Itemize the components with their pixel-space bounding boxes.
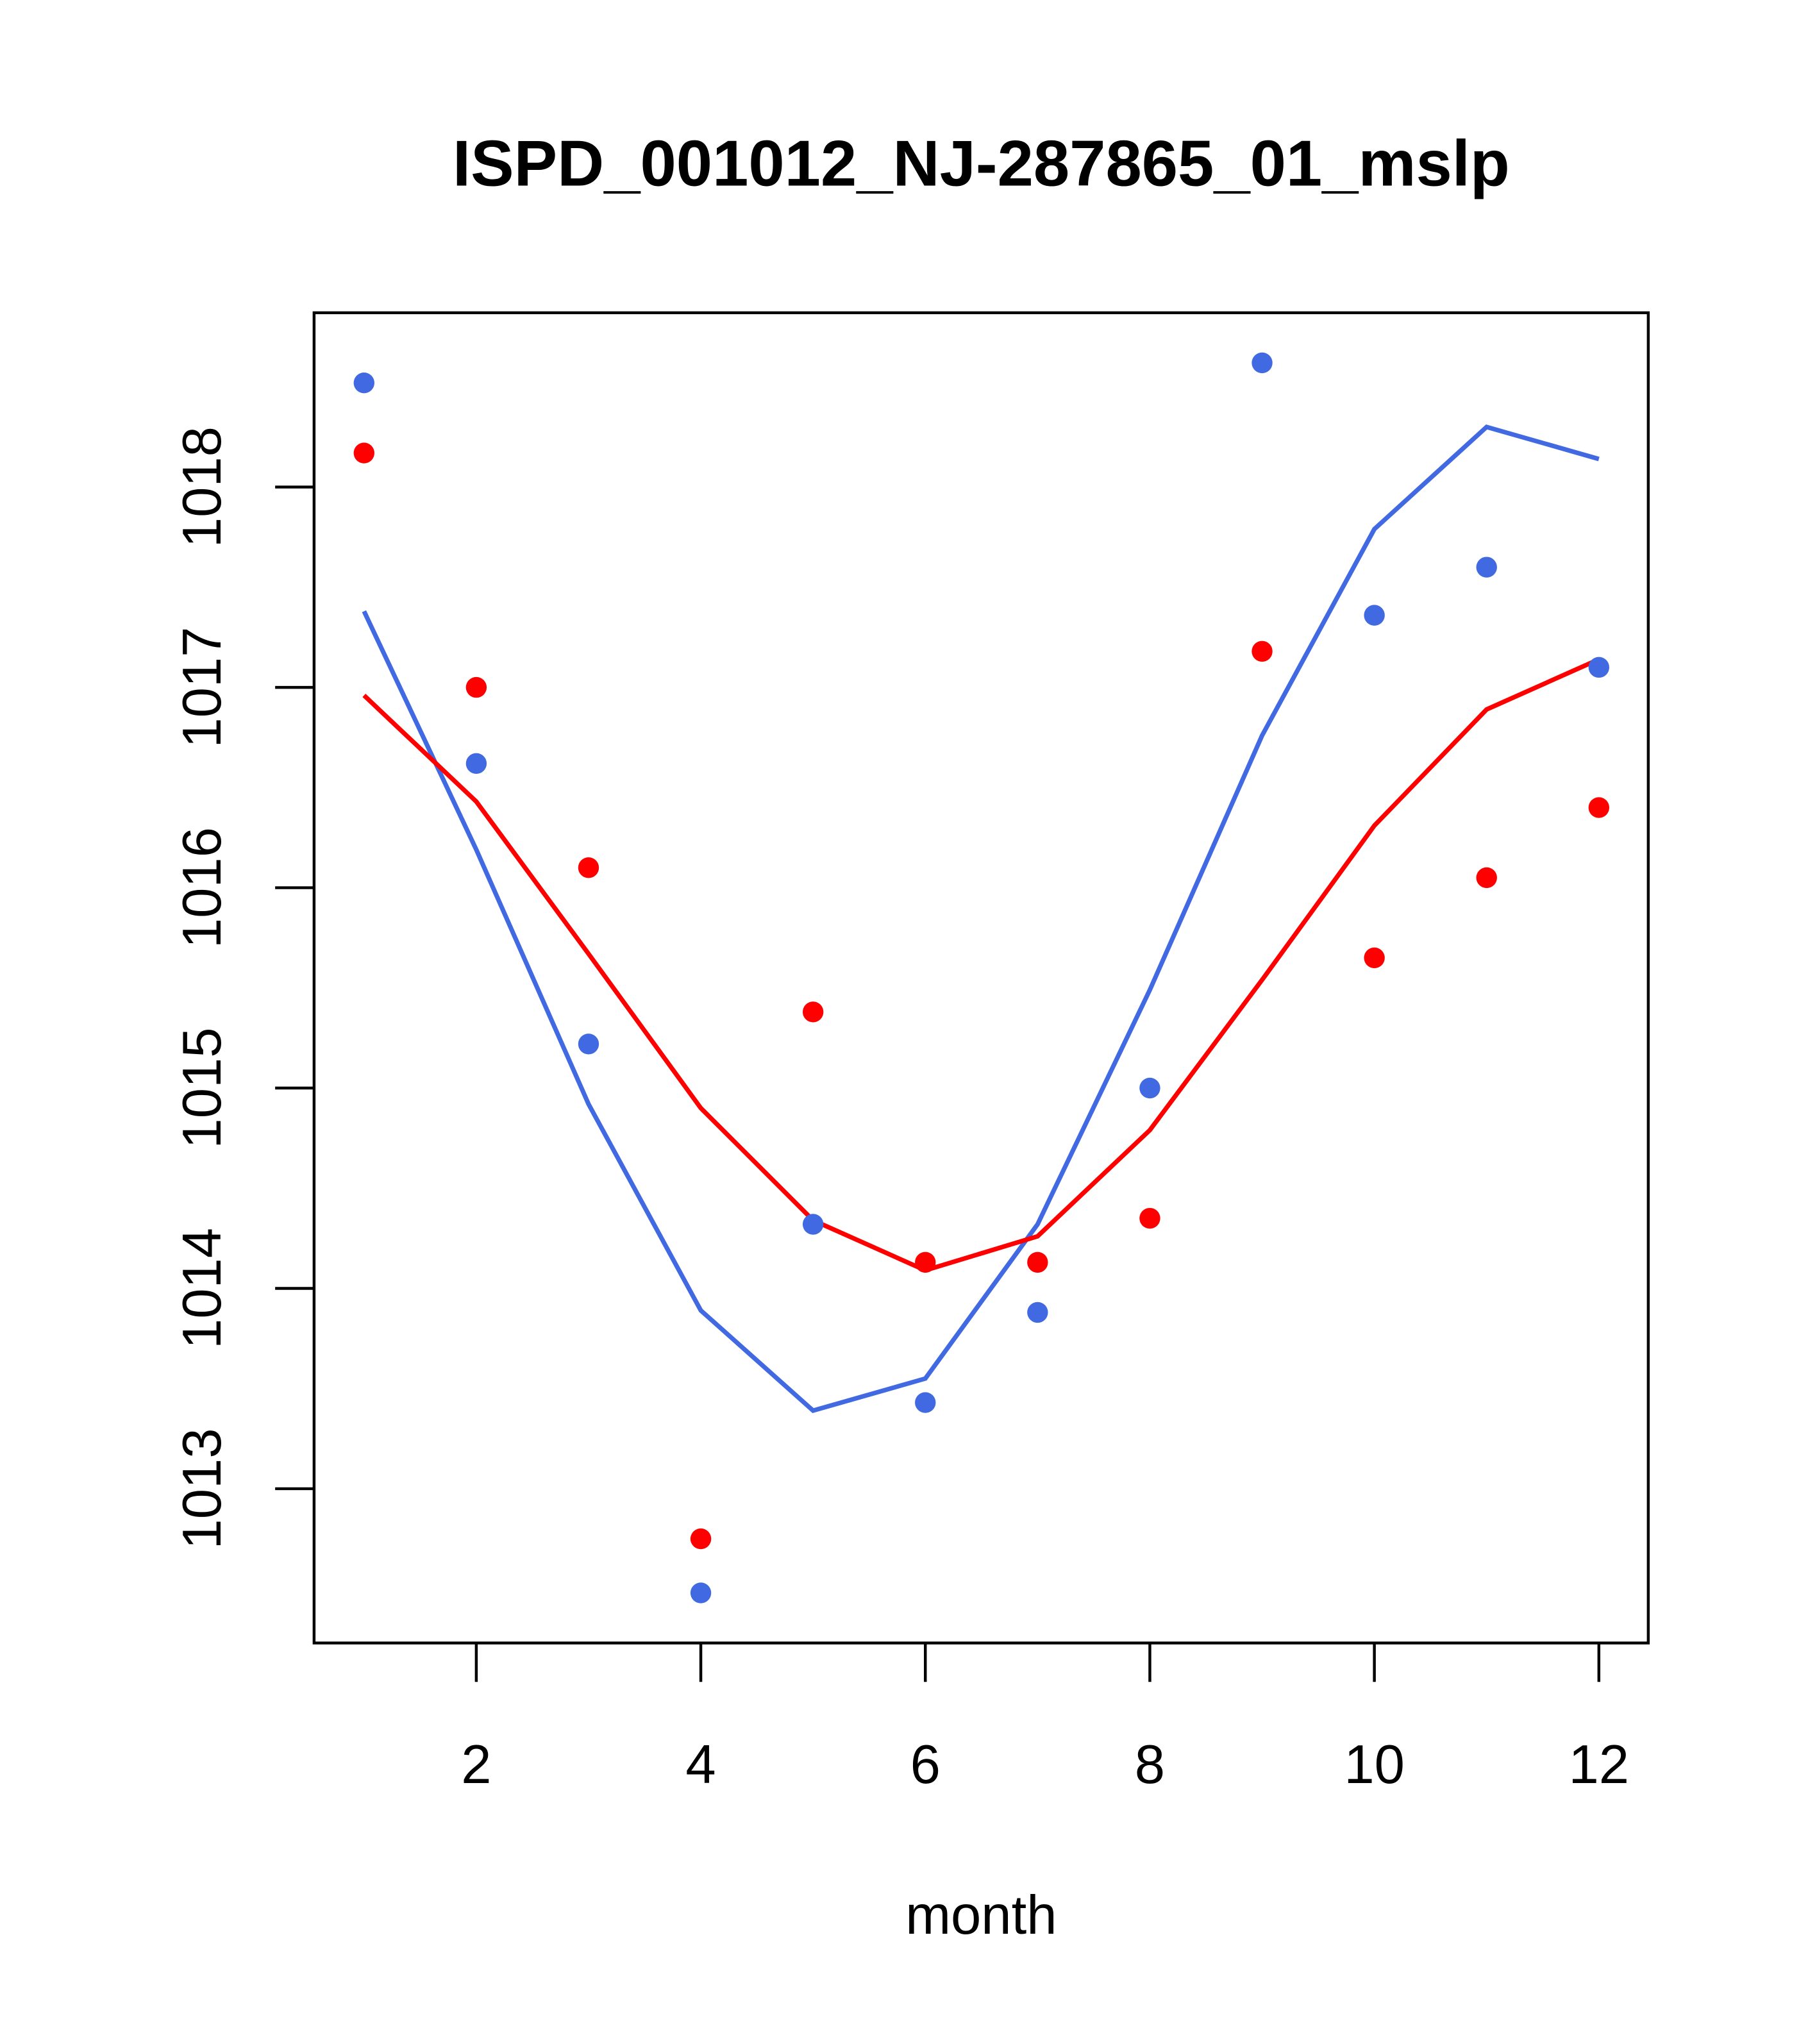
y-tick-label: 1018 bbox=[172, 426, 233, 548]
data-point-blue-points bbox=[1364, 605, 1385, 626]
data-point-blue-points bbox=[802, 1214, 824, 1235]
series-line-red-line bbox=[362, 657, 1600, 1273]
data-point-red-points bbox=[465, 676, 487, 698]
y-axis: 1013 1014 1015 1016 1017 1018 bbox=[172, 426, 314, 1549]
data-point-red-points bbox=[1027, 1252, 1048, 1273]
data-point-red-points bbox=[915, 1252, 936, 1273]
data-point-red-points bbox=[1588, 797, 1609, 818]
chart-title: ISPD_001012_NJ-287865_01_mslp bbox=[453, 127, 1510, 199]
y-tick-label: 1015 bbox=[172, 1027, 233, 1148]
data-point-red-points bbox=[1139, 1207, 1160, 1229]
data-point-red-points bbox=[690, 1528, 712, 1550]
data-point-blue-points bbox=[1139, 1077, 1160, 1099]
x-axis: 2 4 6 8 10 12 bbox=[461, 1643, 1630, 1795]
data-point-blue-points bbox=[1027, 1302, 1048, 1323]
data-point-blue-points bbox=[353, 372, 374, 394]
data-point-blue-points bbox=[1588, 657, 1609, 678]
data-point-blue-points bbox=[1252, 352, 1273, 374]
data-point-red-points bbox=[353, 442, 374, 464]
data-point-blue-points bbox=[465, 753, 487, 775]
data-point-red-points bbox=[802, 1001, 824, 1023]
x-tick-label: 12 bbox=[1569, 1734, 1630, 1795]
x-tick-label: 6 bbox=[910, 1734, 941, 1795]
data-point-red-points bbox=[1476, 867, 1497, 889]
data-point-blue-points bbox=[578, 1034, 599, 1055]
x-tick-label: 2 bbox=[461, 1734, 491, 1795]
y-tick-label: 1013 bbox=[172, 1428, 233, 1549]
series-line-blue-line bbox=[362, 424, 1600, 1414]
data-point-blue-points bbox=[1476, 557, 1497, 578]
x-tick-label: 4 bbox=[685, 1734, 716, 1795]
x-tick-label: 8 bbox=[1135, 1734, 1165, 1795]
data-point-blue-points bbox=[915, 1392, 936, 1413]
x-tick-label: 10 bbox=[1344, 1734, 1405, 1795]
data-point-blue-points bbox=[690, 1582, 712, 1604]
data-point-red-points bbox=[578, 857, 599, 878]
data-point-red-points bbox=[1364, 947, 1385, 969]
plot-frame bbox=[312, 311, 1650, 1645]
y-tick-label: 1016 bbox=[172, 827, 233, 948]
data-point-red-points bbox=[1252, 641, 1273, 662]
y-tick-label: 1017 bbox=[172, 627, 233, 748]
x-axis-label: month bbox=[905, 1885, 1057, 1946]
plot-marks bbox=[353, 352, 1609, 1604]
y-tick-label: 1014 bbox=[172, 1228, 233, 1349]
